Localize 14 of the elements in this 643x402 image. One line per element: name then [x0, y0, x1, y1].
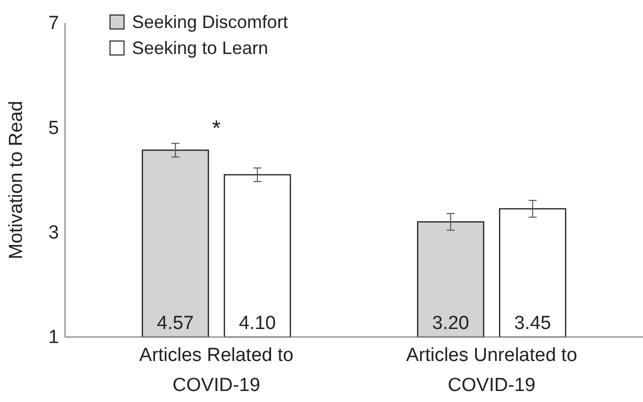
y-tick-label: 1 [48, 327, 59, 348]
legend-label: Seeking to Learn [132, 38, 268, 58]
y-tick-label: 7 [48, 13, 59, 34]
legend-label: Seeking Discomfort [132, 12, 288, 32]
data-label: 4.57 [156, 313, 194, 334]
y-tick-label: 5 [48, 118, 59, 139]
x-tick-label: Articles Unrelated to COVID-19 [406, 345, 578, 396]
annotation: * [212, 115, 222, 140]
x-tick-label: Articles Related to COVID-19 [139, 345, 294, 396]
data-label: 4.10 [238, 313, 276, 334]
y-axis-title: Motivation to Read [6, 100, 27, 260]
y-tick-label: 3 [48, 222, 59, 244]
data-label: 3.20 [432, 313, 470, 334]
data-label: 3.45 [514, 313, 552, 334]
